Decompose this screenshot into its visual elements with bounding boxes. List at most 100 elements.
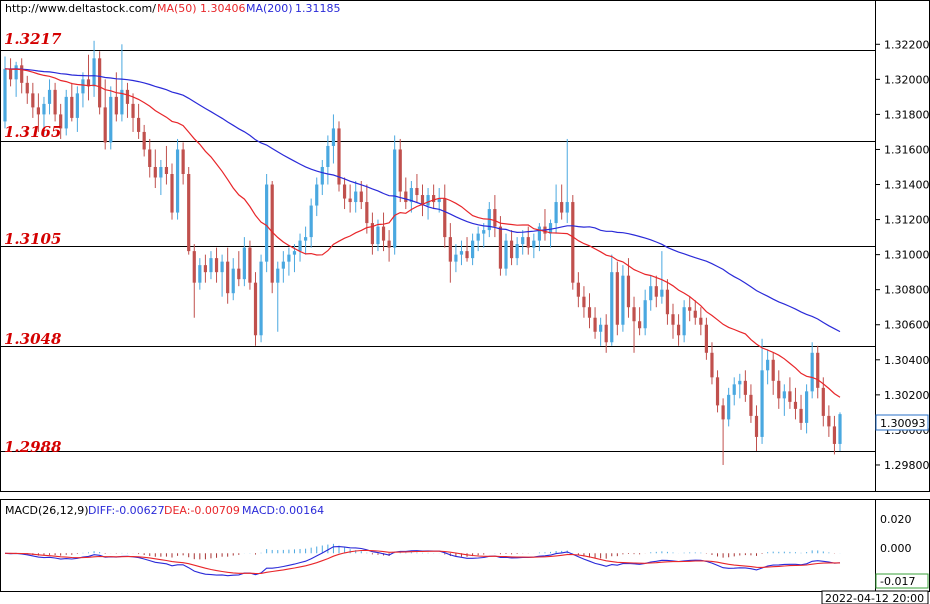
timestamp-box <box>821 590 929 604</box>
price-axis-frame <box>875 0 930 492</box>
candle-body <box>521 237 525 245</box>
candle-body <box>465 251 469 259</box>
candle-body <box>560 202 564 213</box>
candle-body <box>42 103 46 115</box>
ma200-value: 1.31185 <box>295 2 341 15</box>
ma50-line <box>4 68 841 398</box>
candle-body <box>120 89 124 115</box>
macd-min-label: -0.017 <box>880 575 915 588</box>
candle-body <box>805 391 809 423</box>
candle-body <box>298 240 302 252</box>
price-tick-label: 1.30600 <box>884 319 930 332</box>
price-tick-label: 1.31400 <box>884 179 930 192</box>
candle-body <box>393 149 397 248</box>
candle-body <box>632 307 636 322</box>
candle-body <box>265 184 269 262</box>
candle-body <box>827 415 831 427</box>
candle-body <box>515 244 519 259</box>
candlesticks <box>3 40 842 465</box>
macd-dea-label: DEA:-0.00709 <box>164 504 240 517</box>
candle-body <box>309 205 313 238</box>
macd-panel-frame <box>0 499 876 592</box>
candle-body <box>320 166 324 185</box>
candle-body <box>760 370 764 437</box>
candle-body <box>214 258 219 273</box>
candle-body <box>710 352 714 378</box>
candle-body <box>721 405 725 420</box>
candle-body <box>676 324 681 336</box>
level-label-1: 1.3217 <box>4 30 62 48</box>
price-tick-label: 1.31600 <box>884 143 930 156</box>
candle-body <box>387 240 391 248</box>
candle-body <box>270 184 274 283</box>
candle-body <box>75 93 79 118</box>
candle-body <box>459 251 464 255</box>
candle-body <box>304 237 308 241</box>
candle-body <box>638 321 642 329</box>
candle-body <box>92 58 96 87</box>
candle-body <box>209 258 213 273</box>
candle-body <box>231 268 235 294</box>
candle-body <box>409 188 413 203</box>
macd-tick-high: 0.020 <box>880 513 912 526</box>
candle-body <box>649 286 653 301</box>
candle-body <box>53 89 57 115</box>
candle-body <box>743 380 747 395</box>
candle-body <box>727 394 731 420</box>
candle-body <box>36 107 40 115</box>
price-tick-label: 1.31200 <box>884 214 930 227</box>
candle-body <box>610 272 614 343</box>
candle-body <box>793 401 798 409</box>
candle-body <box>621 275 625 325</box>
candle-body <box>471 240 475 259</box>
macd-min-box <box>875 573 929 589</box>
candle-body <box>47 89 52 104</box>
candle-body <box>732 384 736 395</box>
candle-body <box>671 314 675 325</box>
level-label-3: 1.3105 <box>4 230 61 248</box>
candle-body <box>838 414 842 444</box>
source-url[interactable]: http://www.deltastock.com/ <box>5 2 156 15</box>
candle-body <box>342 184 347 199</box>
candle-body <box>365 202 369 224</box>
candle-body <box>226 261 230 294</box>
candle-body <box>493 209 497 227</box>
candle-body <box>565 202 569 213</box>
candle-body <box>359 191 363 203</box>
candle-body <box>348 198 352 203</box>
last-price-box <box>875 414 929 431</box>
candle-body <box>571 202 575 283</box>
price-tick-label: 1.29800 <box>884 459 930 472</box>
timestamp: 2022-04-12 20:00 <box>825 592 924 604</box>
candle-body <box>832 426 837 444</box>
candle-body <box>443 198 447 238</box>
candle-body <box>315 184 319 206</box>
candle-body <box>81 79 85 94</box>
candle-body <box>159 166 163 178</box>
candle-body <box>220 261 224 273</box>
candle-body <box>821 387 825 416</box>
candle-body <box>526 237 530 248</box>
candle-body <box>142 131 146 150</box>
ma50-value: 1.30406 <box>200 2 246 15</box>
candle-body <box>454 254 458 262</box>
candle-body <box>509 240 514 259</box>
candle-body <box>25 82 29 94</box>
candle-body <box>615 272 619 325</box>
price-tick-label: 1.32000 <box>884 73 930 86</box>
candle-body <box>482 230 486 234</box>
candle-body <box>582 296 586 308</box>
candle-body <box>370 223 374 245</box>
candle-body <box>125 89 130 104</box>
macd-diff-label: DIFF:-0.00627 <box>88 504 165 517</box>
candle-body <box>164 166 169 174</box>
candle-body <box>331 128 336 146</box>
candle-body <box>498 226 503 269</box>
candle-body <box>137 117 141 132</box>
candle-body <box>771 359 775 381</box>
macd-hist-label: MACD:0.00164 <box>242 504 324 517</box>
candle-body <box>276 268 280 283</box>
candle-body <box>766 359 770 371</box>
candle-body <box>192 251 196 283</box>
